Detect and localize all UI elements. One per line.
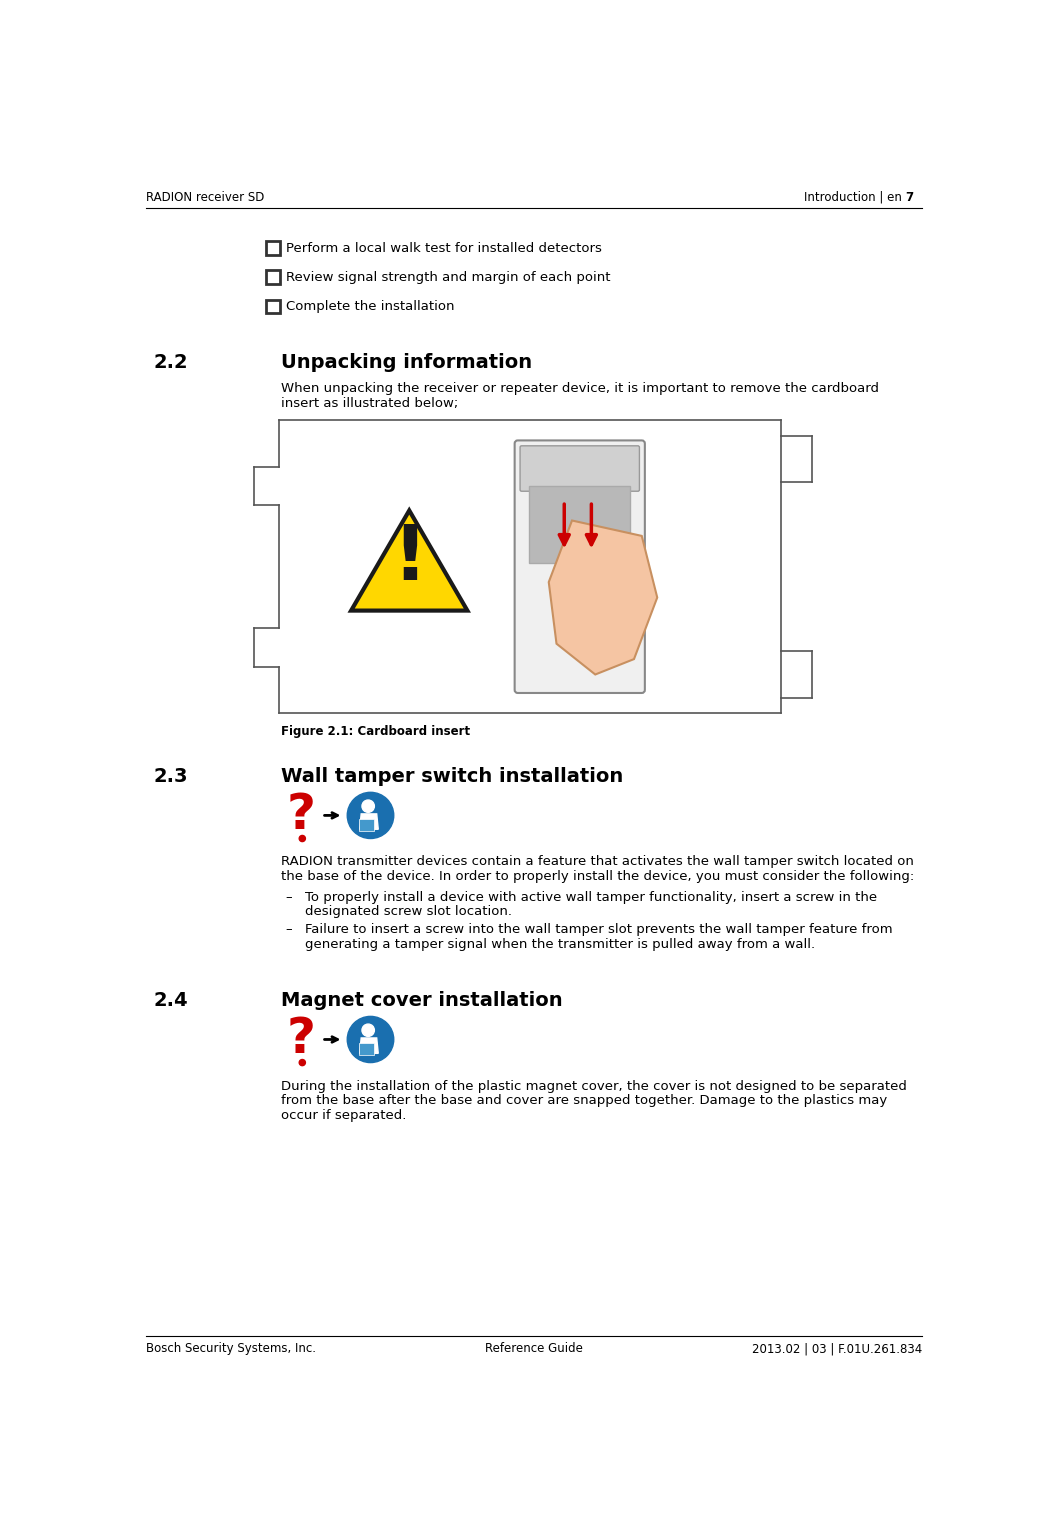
Text: Review signal strength and margin of each point: Review signal strength and margin of eac…	[286, 270, 611, 284]
Text: Figure 2.1: Cardboard insert: Figure 2.1: Cardboard insert	[280, 724, 470, 738]
Text: insert as illustrated below;: insert as illustrated below;	[281, 397, 458, 409]
Text: 2.2: 2.2	[153, 353, 189, 371]
Text: RADION transmitter devices contain a feature that activates the wall tamper swit: RADION transmitter devices contain a fea…	[281, 855, 914, 869]
Text: To properly install a device with active wall tamper functionality, insert a scr: To properly install a device with active…	[304, 890, 876, 904]
Text: ?: ?	[287, 791, 316, 840]
Circle shape	[362, 1025, 374, 1037]
Circle shape	[347, 793, 394, 838]
Circle shape	[347, 1017, 394, 1063]
Text: Wall tamper switch installation: Wall tamper switch installation	[281, 767, 623, 786]
Text: generating a tamper signal when the transmitter is pulled away from a wall.: generating a tamper signal when the tran…	[304, 938, 815, 951]
Bar	[266, 299, 280, 313]
Text: –: –	[286, 924, 292, 936]
Text: the base of the device. In order to properly install the device, you must consid: the base of the device. In order to prop…	[281, 870, 915, 883]
Text: 2.4: 2.4	[153, 991, 189, 1009]
Text: Perform a local walk test for installed detectors: Perform a local walk test for installed …	[286, 241, 602, 255]
Text: Complete the installation: Complete the installation	[286, 301, 454, 313]
Polygon shape	[549, 521, 658, 675]
FancyBboxPatch shape	[520, 446, 640, 492]
Text: –: –	[286, 890, 292, 904]
Polygon shape	[359, 1038, 378, 1054]
Circle shape	[299, 835, 305, 841]
Polygon shape	[358, 1043, 374, 1055]
Text: Unpacking information: Unpacking information	[281, 353, 532, 371]
Text: designated screw slot location.: designated screw slot location.	[304, 906, 512, 919]
Text: Failure to insert a screw into the wall tamper slot prevents the wall tamper fea: Failure to insert a screw into the wall …	[304, 924, 892, 936]
FancyBboxPatch shape	[515, 440, 645, 693]
Polygon shape	[358, 820, 374, 831]
Text: 7: 7	[905, 191, 914, 205]
Polygon shape	[351, 510, 468, 611]
Bar	[529, 486, 630, 563]
Bar	[266, 241, 280, 255]
Polygon shape	[359, 814, 378, 829]
Text: Reference Guide: Reference Guide	[486, 1342, 582, 1354]
Text: 2.3: 2.3	[153, 767, 188, 786]
Text: Introduction | en: Introduction | en	[804, 191, 902, 205]
Circle shape	[362, 800, 374, 812]
Text: ?: ?	[287, 1015, 316, 1063]
Text: !: !	[392, 522, 426, 596]
Text: occur if separated.: occur if separated.	[281, 1109, 406, 1122]
Text: 2013.02 | 03 | F.01U.261.834: 2013.02 | 03 | F.01U.261.834	[752, 1342, 922, 1354]
Text: from the base after the base and cover are snapped together. Damage to the plast: from the base after the base and cover a…	[281, 1095, 888, 1107]
Text: During the installation of the plastic magnet cover, the cover is not designed t: During the installation of the plastic m…	[281, 1080, 908, 1092]
Circle shape	[299, 1060, 305, 1066]
Bar	[266, 270, 280, 284]
Text: RADION receiver SD: RADION receiver SD	[146, 191, 264, 205]
Text: Bosch Security Systems, Inc.: Bosch Security Systems, Inc.	[146, 1342, 316, 1354]
Text: When unpacking the receiver or repeater device, it is important to remove the ca: When unpacking the receiver or repeater …	[281, 382, 879, 395]
Text: Magnet cover installation: Magnet cover installation	[281, 991, 563, 1009]
